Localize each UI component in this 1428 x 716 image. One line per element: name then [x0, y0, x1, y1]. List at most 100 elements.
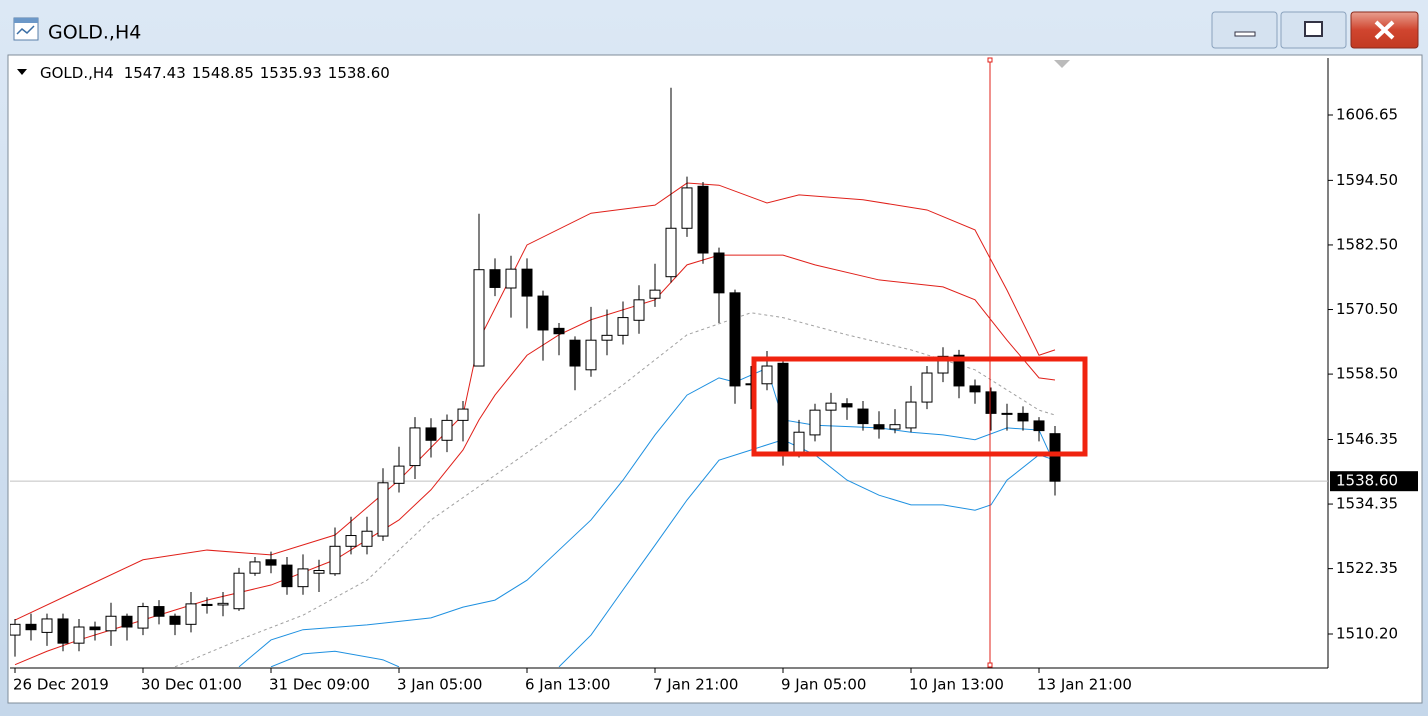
- candle-body: [425, 427, 437, 441]
- current-price-box: [1330, 471, 1418, 492]
- candle-body: [521, 268, 533, 297]
- close-button[interactable]: [1350, 11, 1419, 49]
- x-tick-label: 10 Jan 13:00: [909, 676, 1004, 694]
- candle-body: [297, 568, 309, 588]
- candle-body: [393, 465, 405, 484]
- candle-body: [777, 362, 789, 453]
- candle-body: [761, 365, 773, 385]
- candle-body: [361, 530, 373, 547]
- ohlc-close: 1538.60: [328, 64, 390, 82]
- candle-body: [1033, 420, 1045, 432]
- maximize-button[interactable]: [1280, 11, 1347, 49]
- candle-body: [409, 427, 421, 467]
- band-line: [174, 312, 1056, 667]
- candle-body: [697, 185, 709, 254]
- candle-body: [809, 409, 821, 436]
- candle-body: [793, 431, 805, 453]
- candle-body: [649, 289, 661, 299]
- candle-body: [185, 603, 197, 625]
- candle-body: [441, 419, 453, 441]
- candle-body: [1049, 433, 1061, 482]
- candle-body: [505, 268, 517, 289]
- chart-panel: [7, 54, 1423, 704]
- ohlc-high: 1548.85: [192, 64, 254, 82]
- candle-body: [617, 317, 629, 336]
- candle-body: [681, 187, 693, 229]
- candle-body: [153, 606, 165, 617]
- candle-body: [457, 408, 469, 421]
- candle-body: [1001, 412, 1013, 415]
- candle-body: [169, 615, 181, 625]
- candle-body: [105, 615, 117, 632]
- plot-area: [10, 87, 1328, 667]
- candle-body: [905, 401, 917, 429]
- x-tick-label: 7 Jan 21:00: [653, 676, 738, 694]
- candle-body: [985, 391, 997, 414]
- candle-body: [201, 603, 213, 606]
- candle-body: [537, 295, 549, 331]
- candle-body: [217, 602, 229, 606]
- symbol: GOLD.,H4: [40, 64, 114, 82]
- minimize-button[interactable]: [1211, 11, 1278, 49]
- candle-body: [377, 482, 389, 537]
- candle-body: [281, 564, 293, 588]
- candle-body: [889, 424, 901, 430]
- crosshair-handle: [987, 57, 993, 63]
- candle-body: [249, 561, 261, 574]
- x-tick-label: 6 Jan 13:00: [525, 676, 610, 694]
- candle-body: [489, 269, 501, 288]
- highlight-box: [751, 356, 1088, 457]
- x-tick-label: 9 Jan 05:00: [781, 676, 866, 694]
- y-tick-label: 1510.20: [1336, 625, 1398, 643]
- candle-body: [73, 626, 85, 644]
- candle-body: [825, 402, 837, 411]
- candle-body: [585, 339, 597, 371]
- x-tick-label: 31 Dec 09:00: [269, 676, 370, 694]
- candle-body: [233, 572, 245, 610]
- candle-body: [953, 354, 965, 387]
- menu-triangle: [17, 69, 27, 75]
- candle-body: [633, 299, 645, 321]
- candle-body: [121, 615, 133, 628]
- band-line: [238, 367, 1056, 667]
- candle-body: [857, 408, 869, 425]
- ohlc-low: 1535.93: [260, 64, 322, 82]
- candle-body: [569, 339, 581, 367]
- y-tick-label: 1534.35: [1336, 495, 1398, 513]
- candle-body: [969, 385, 981, 393]
- y-tick-label: 1570.50: [1336, 300, 1398, 318]
- candle-body: [873, 424, 885, 430]
- crosshair-handle: [987, 662, 993, 668]
- x-tick-label: 3 Jan 05:00: [397, 676, 482, 694]
- candle-body: [1017, 412, 1029, 422]
- candle-body: [665, 227, 677, 278]
- band-line: [14, 182, 1056, 621]
- chart-header: GOLD.,H4 1547.43 1548.85 1535.93 1538.60: [40, 64, 390, 82]
- current-price-label: 1538.60: [1336, 472, 1398, 490]
- y-tick-label: 1522.35: [1336, 559, 1398, 577]
- candle-body: [313, 570, 325, 574]
- band-line: [270, 650, 400, 667]
- y-tick-label: 1582.50: [1336, 235, 1398, 253]
- y-tick-label: 1546.35: [1336, 430, 1398, 448]
- window-title: GOLD.,H4: [48, 22, 141, 44]
- candle-body: [937, 355, 949, 374]
- candle-body: [329, 545, 341, 575]
- x-tick-label: 30 Dec 01:00: [141, 676, 242, 694]
- candle-body: [553, 327, 565, 335]
- candle-body: [729, 292, 741, 387]
- y-tick-label: 1558.50: [1336, 365, 1398, 383]
- shift-marker: [1054, 60, 1070, 68]
- y-tick-label: 1606.65: [1336, 105, 1398, 123]
- ohlc-open: 1547.43: [124, 64, 186, 82]
- candle-body: [921, 372, 933, 403]
- app-icon: [13, 17, 39, 41]
- candle-body: [601, 334, 613, 341]
- candle-body: [57, 618, 69, 644]
- candle-body: [841, 403, 853, 408]
- candle-body: [10, 623, 21, 636]
- x-tick-label: 13 Jan 21:00: [1037, 676, 1132, 694]
- x-tick-label: 26 Dec 2019: [13, 676, 109, 694]
- candle-body: [137, 606, 149, 629]
- candle-body: [41, 618, 53, 633]
